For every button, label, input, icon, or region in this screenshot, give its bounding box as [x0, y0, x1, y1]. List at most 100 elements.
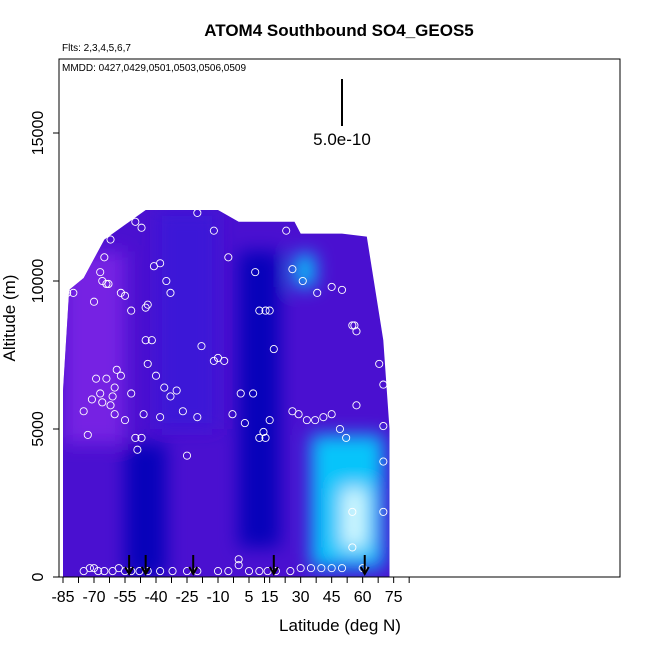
sample-point	[100, 567, 109, 576]
sample-point	[137, 223, 146, 232]
x-tick-label: 30	[292, 589, 310, 606]
y-tick-label: 5000	[30, 411, 47, 447]
sample-point	[375, 359, 384, 368]
sample-point	[224, 567, 233, 576]
sample-point	[110, 410, 119, 419]
sample-point	[319, 413, 328, 422]
sample-point	[133, 445, 142, 454]
sample-point	[327, 564, 336, 573]
x-tick-label: -10	[206, 589, 229, 606]
field-region-high	[294, 254, 316, 287]
dates-label: MMDD: 0427,0429,0501,0503,0506,0509	[62, 63, 246, 74]
x-tick-label: 15	[261, 589, 279, 606]
y-tick-label: 15000	[30, 111, 47, 156]
sample-point	[96, 268, 105, 277]
sample-point	[317, 564, 326, 573]
sample-point	[209, 356, 218, 365]
field-region-purple	[63, 251, 125, 444]
sample-point	[259, 427, 268, 437]
sample-point	[337, 285, 347, 294]
plot-frame	[58, 58, 621, 578]
sample-points	[63, 208, 388, 576]
sample-point	[348, 507, 357, 516]
sample-point	[166, 288, 175, 297]
sample-point	[261, 306, 270, 315]
sample-point	[92, 374, 101, 383]
sample-point	[197, 342, 206, 351]
sample-point	[120, 291, 130, 300]
sample-point	[141, 336, 150, 345]
sample-point	[156, 259, 165, 268]
sample-point	[83, 430, 92, 439]
sample-point	[286, 567, 295, 576]
field-region-low	[238, 251, 280, 548]
sample-point	[162, 276, 171, 286]
sample-point	[193, 413, 202, 422]
x-tick-label: 45	[323, 589, 341, 606]
sample-point	[104, 279, 113, 289]
sample-point	[311, 416, 320, 425]
sample-point	[296, 564, 305, 573]
sample-point	[249, 389, 258, 398]
x-axis: -85 -70 -55 -40 -25 -10 5 15 30 45 60 75	[51, 577, 410, 606]
sample-point	[335, 424, 344, 434]
sample-point	[178, 407, 187, 416]
sample-point	[255, 567, 264, 576]
sample-point	[255, 433, 264, 442]
sample-point	[102, 279, 111, 289]
flight-arrow	[268, 555, 279, 577]
sample-point	[269, 345, 278, 354]
sample-point	[327, 282, 336, 291]
x-tick-label: -25	[175, 589, 198, 606]
sample-point	[98, 398, 107, 407]
sample-point	[236, 389, 245, 398]
sample-point	[337, 564, 347, 573]
sample-point	[79, 407, 88, 416]
sample-point	[69, 288, 78, 297]
sample-point	[110, 383, 119, 392]
sample-point	[234, 555, 243, 564]
sample-point	[213, 567, 223, 576]
x-tick-label: -85	[51, 589, 74, 606]
x-tick-label: -55	[113, 589, 136, 606]
sample-point	[306, 564, 316, 573]
sample-point	[379, 380, 388, 389]
sample-point	[131, 433, 140, 442]
sample-point	[139, 410, 148, 419]
sample-point	[100, 253, 109, 262]
sample-point	[160, 383, 169, 392]
x-tick-label: -70	[82, 589, 105, 606]
sample-point	[342, 433, 351, 442]
sample-point	[261, 433, 270, 442]
sample-point	[143, 359, 152, 368]
y-axis: 0 5000 10000 15000	[30, 111, 59, 581]
sample-point	[87, 395, 96, 404]
x-tick-label: -40	[144, 589, 167, 606]
sample-point	[156, 567, 165, 576]
sample-point	[348, 321, 357, 330]
sample-point	[302, 416, 311, 425]
x-tick-label: 5	[245, 589, 254, 606]
sample-point	[116, 288, 125, 297]
sample-point	[244, 567, 254, 576]
sample-point	[137, 433, 146, 442]
x-axis-label: Latitude (deg N)	[279, 616, 401, 635]
sample-point	[220, 356, 229, 365]
field-region-peak	[342, 488, 367, 548]
sample-point	[166, 392, 175, 401]
sample-point	[294, 410, 303, 419]
sample-point	[102, 374, 111, 383]
sample-point	[240, 419, 249, 428]
sample-point	[94, 567, 103, 576]
flight-arrows	[124, 555, 370, 577]
sample-point	[106, 401, 115, 410]
y-tick-label: 10000	[30, 259, 47, 304]
sample-point	[89, 297, 99, 306]
sample-point	[379, 457, 388, 466]
field-region-blue-purple	[156, 210, 218, 429]
sample-point	[168, 567, 177, 576]
sample-point	[234, 561, 243, 570]
sample-point	[379, 421, 388, 431]
sample-point	[172, 386, 181, 395]
y-tick-label: 0	[30, 572, 47, 581]
